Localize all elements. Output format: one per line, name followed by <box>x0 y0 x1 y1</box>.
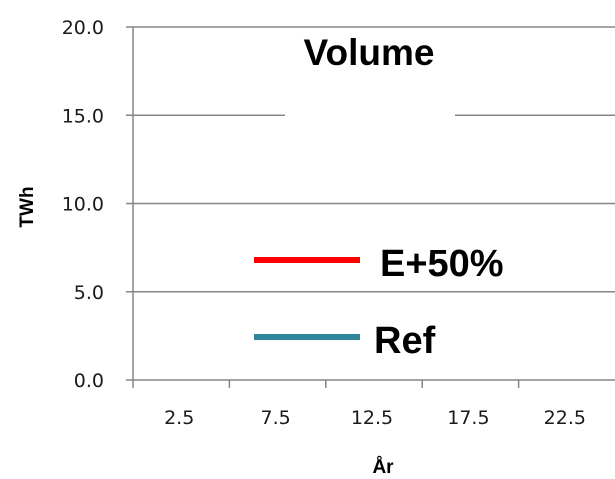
y-axis-title: TWh <box>17 186 38 227</box>
y-tick-label: 15.0 <box>62 105 104 127</box>
x-axis-ticks <box>132 380 520 388</box>
y-tick-label: 0.0 <box>74 370 104 392</box>
x-tick-label: 2.5 <box>164 407 194 429</box>
legend-label-e50: E+50% <box>380 243 504 285</box>
x-tick-label: 7.5 <box>260 407 290 429</box>
x-tick-label: 17.5 <box>447 407 489 429</box>
chart-title: Volume <box>304 32 435 73</box>
x-tick-label: 22.5 <box>544 407 586 429</box>
y-tick-label: 20.0 <box>62 17 104 39</box>
legend-item-e50: E+50% <box>254 243 504 285</box>
x-tick-label: 12.5 <box>351 407 393 429</box>
y-tick-label: 10.0 <box>62 194 104 216</box>
y-tick-label: 5.0 <box>74 282 104 304</box>
x-axis-tick-labels: 2.5 7.5 12.5 17.5 22.5 <box>164 407 586 429</box>
legend-item-ref: Ref <box>254 320 436 362</box>
legend: E+50% Ref <box>254 243 504 362</box>
legend-label-ref: Ref <box>374 320 436 362</box>
y-axis-tick-labels: 0.0 5.0 10.0 15.0 20.0 <box>62 17 104 392</box>
x-axis-title: År <box>372 457 394 478</box>
title-background <box>285 30 455 128</box>
y-axis-ticks <box>126 26 133 381</box>
